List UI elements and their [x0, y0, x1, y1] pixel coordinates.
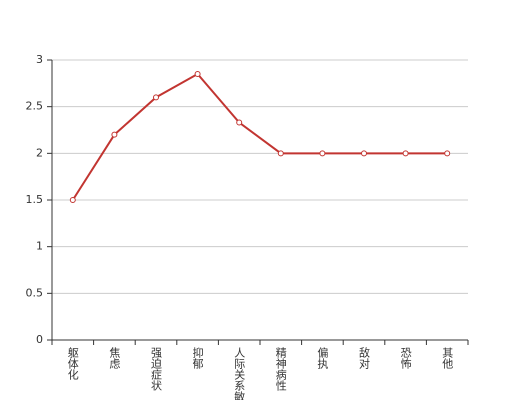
x-tick-label: 恐怖 [399, 347, 412, 369]
point [69, 197, 76, 203]
y-tick-label: 2.5 [26, 100, 44, 113]
point [444, 150, 451, 157]
point [277, 150, 284, 157]
x-tick-label: 精神病性 [274, 347, 287, 392]
point [153, 94, 159, 101]
x-tick-label: 强迫症状 [150, 347, 163, 391]
line [71, 72, 448, 201]
x-tick-label: 人际关系敏感 [233, 347, 246, 400]
y-tick-label: 2 [36, 146, 43, 159]
y-tick-label: 1 [36, 240, 43, 253]
point [111, 131, 118, 138]
point [361, 150, 367, 157]
x-tick-label: 焦虑 [108, 347, 121, 369]
y-tick-label: 3 [36, 53, 43, 66]
point [194, 71, 201, 77]
x-tick-label: 敌对 [358, 346, 371, 369]
y-tick-label: 1.5 [26, 193, 44, 206]
x-tick-label: 偏执 [316, 346, 329, 370]
point [402, 150, 409, 157]
x-tick-label: 躯体化 [66, 347, 79, 381]
x-tick-label: 抑郁 [191, 346, 204, 369]
point [319, 150, 326, 157]
point [236, 119, 243, 126]
y-tick-label: 0 [36, 333, 43, 346]
y-tick-label: 0.5 [26, 286, 44, 299]
x-tick-label: 其他 [441, 347, 454, 369]
